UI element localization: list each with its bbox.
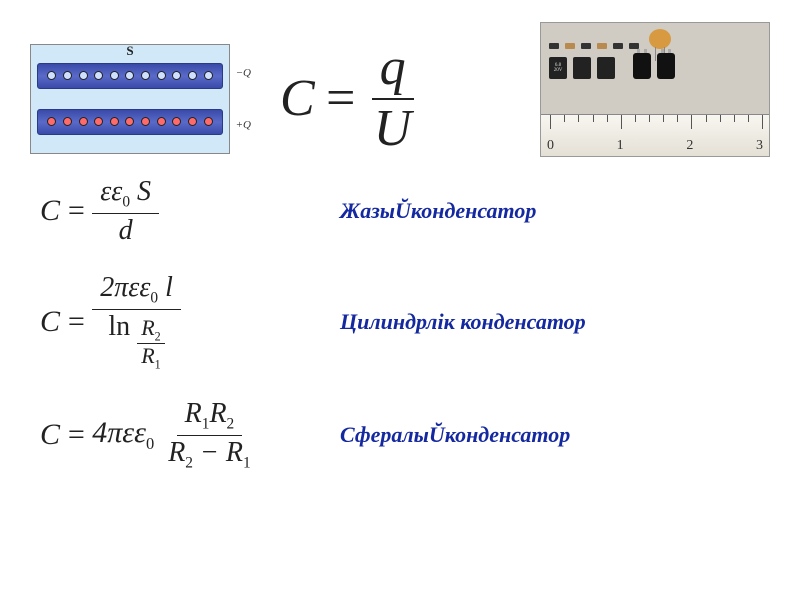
diagram-pos-q-label: +Q (236, 119, 251, 131)
positive-charge-icon (94, 117, 103, 126)
negative-charge-icon (47, 71, 56, 80)
smd-capacitor-icon (565, 43, 575, 49)
diagram-neg-q-label: −Q (236, 67, 251, 79)
negative-charge-icon (188, 71, 197, 80)
main-lhs: C (280, 69, 315, 128)
smd-capacitor-icon (549, 43, 559, 49)
ruler-number: 3 (756, 138, 763, 154)
smd-capacitor-icon (597, 43, 607, 49)
ruler-numbers: 0 1 2 3 (541, 138, 769, 156)
negative-charge-icon (63, 71, 72, 80)
negative-charge-icon (141, 71, 150, 80)
ceramic-disc-icon (649, 29, 671, 49)
components-photo: 6.8 20V 0 1 2 3 (540, 22, 770, 157)
main-fraction: q U (366, 41, 420, 156)
positive-charge-icon (157, 117, 166, 126)
electrolytic-capacitor-icon (657, 53, 675, 79)
positive-charge-icon (141, 117, 150, 126)
ruler-number: 2 (686, 138, 693, 154)
positive-charge-icon (188, 117, 197, 126)
negative-charge-icon (157, 71, 166, 80)
cylindrical-capacitor-label: Цилиндрлік конденсатор (340, 309, 586, 335)
negative-charge-icon (94, 71, 103, 80)
flat-capacitor-label: ЖазыŬконденсатор (340, 198, 536, 224)
diagram-s-label: S (126, 43, 133, 59)
negative-charge-icon (172, 71, 181, 80)
main-formula: C = q U (280, 41, 419, 156)
spherical-capacitor-label: СфералыŬконденсатор (340, 422, 570, 448)
ruler-number: 1 (617, 138, 624, 154)
formula-row-flat: C = εε0 S d ЖазыŬконденсатор (40, 177, 770, 245)
positive-charge-icon (172, 117, 181, 126)
ruler: 0 1 2 3 (541, 114, 769, 156)
negative-charge-icon (204, 71, 213, 80)
main-numerator: q (372, 41, 414, 100)
positive-charge-icon (110, 117, 119, 126)
bottom-plate (37, 109, 223, 135)
formula-row-cylindrical: C = 2πεε0 l ln R2 R1 Цилиндрлік конденса… (40, 273, 770, 371)
formula-row-spherical: C = 4πεε0 R1R2 R2 − R1 СфералыŬконденсат… (40, 399, 770, 472)
tantalum-capacitor-icon: 6.8 20V (549, 57, 567, 79)
smd-capacitor-icon (613, 43, 623, 49)
positive-charge-icon (125, 117, 134, 126)
smd-capacitor-icon (581, 43, 591, 49)
main-denominator: U (366, 100, 420, 157)
top-row: S −Q +Q C = q U (0, 0, 800, 167)
positive-charge-icon (47, 117, 56, 126)
components-area: 6.8 20V (541, 23, 769, 114)
flat-capacitor-formula: C = εε0 S d (40, 177, 270, 245)
electrolytic-capacitor-icon (633, 53, 651, 79)
positive-charge-icon (63, 117, 72, 126)
formula-list: C = εε0 S d ЖазыŬконденсатор C = 2πεε0 l… (0, 167, 800, 472)
negative-charge-icon (110, 71, 119, 80)
cylindrical-capacitor-formula: C = 2πεε0 l ln R2 R1 (40, 273, 270, 371)
spherical-capacitor-formula: C = 4πεε0 R1R2 R2 − R1 (40, 399, 270, 472)
positive-charge-icon (204, 117, 213, 126)
equals-sign: = (323, 69, 358, 128)
negative-charge-icon (79, 71, 88, 80)
positive-charge-icon (79, 117, 88, 126)
ruler-number: 0 (547, 138, 554, 154)
parallel-plate-diagram: S −Q +Q (30, 44, 230, 154)
tantalum-capacitor-icon (573, 57, 591, 79)
negative-charge-icon (125, 71, 134, 80)
tantalum-capacitor-icon (597, 57, 615, 79)
top-plate (37, 63, 223, 89)
